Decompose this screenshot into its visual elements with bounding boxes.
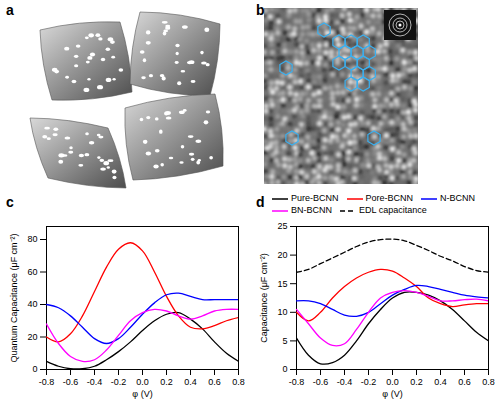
html-text:b: b: [256, 2, 265, 18]
svg-text:0.8: 0.8: [232, 377, 245, 387]
html-text:c: c: [6, 194, 14, 210]
svg-text:0.6: 0.6: [458, 377, 471, 387]
html-text:a: a: [6, 2, 14, 18]
svg-text:0.2: 0.2: [160, 377, 173, 387]
html-text:EDL capacitance: EDL capacitance: [359, 205, 427, 215]
svg-text:Quantum Capacitance (μF cm⁻²): Quantum Capacitance (μF cm⁻²): [9, 233, 19, 362]
svg-text:0: 0: [32, 364, 37, 374]
svg-text:0.2: 0.2: [410, 377, 423, 387]
svg-text:Capacitance (μF cm⁻²): Capacitance (μF cm⁻²): [259, 253, 269, 343]
html-text:BN-BCNN: BN-BCNN: [291, 205, 332, 215]
svg-text:-0.8: -0.8: [289, 377, 305, 387]
html-text:N-BCNN: N-BCNN: [440, 193, 475, 203]
svg-text:-0.4: -0.4: [87, 377, 103, 387]
svg-text:0.4: 0.4: [184, 377, 197, 387]
html-text:Pore-BCNN: Pore-BCNN: [365, 193, 413, 203]
svg-text:60: 60: [27, 267, 37, 277]
svg-text:0.0: 0.0: [136, 377, 149, 387]
html-text:Pure-BCNN: Pure-BCNN: [291, 193, 339, 203]
svg-text:80: 80: [27, 234, 37, 244]
svg-text:0.4: 0.4: [434, 377, 447, 387]
svg-text:0.8: 0.8: [482, 377, 495, 387]
svg-text:20: 20: [27, 332, 37, 342]
svg-text:0: 0: [282, 364, 287, 374]
svg-text:-0.2: -0.2: [361, 377, 377, 387]
svg-text:10: 10: [277, 307, 287, 317]
svg-text:-0.4: -0.4: [337, 377, 353, 387]
svg-text:-0.6: -0.6: [313, 377, 329, 387]
svg-text:-0.6: -0.6: [63, 377, 79, 387]
svg-text:20: 20: [277, 250, 287, 260]
svg-text:0.6: 0.6: [208, 377, 221, 387]
svg-text:φ (V): φ (V): [382, 389, 402, 399]
html-text:d: d: [256, 194, 265, 210]
svg-text:15: 15: [277, 279, 287, 289]
svg-text:-0.8: -0.8: [39, 377, 55, 387]
svg-text:φ (V): φ (V): [132, 389, 152, 399]
svg-text:5: 5: [282, 336, 287, 346]
svg-text:40: 40: [27, 299, 37, 309]
svg-text:-0.2: -0.2: [111, 377, 127, 387]
svg-text:25: 25: [277, 221, 287, 231]
svg-text:0.0: 0.0: [386, 377, 399, 387]
